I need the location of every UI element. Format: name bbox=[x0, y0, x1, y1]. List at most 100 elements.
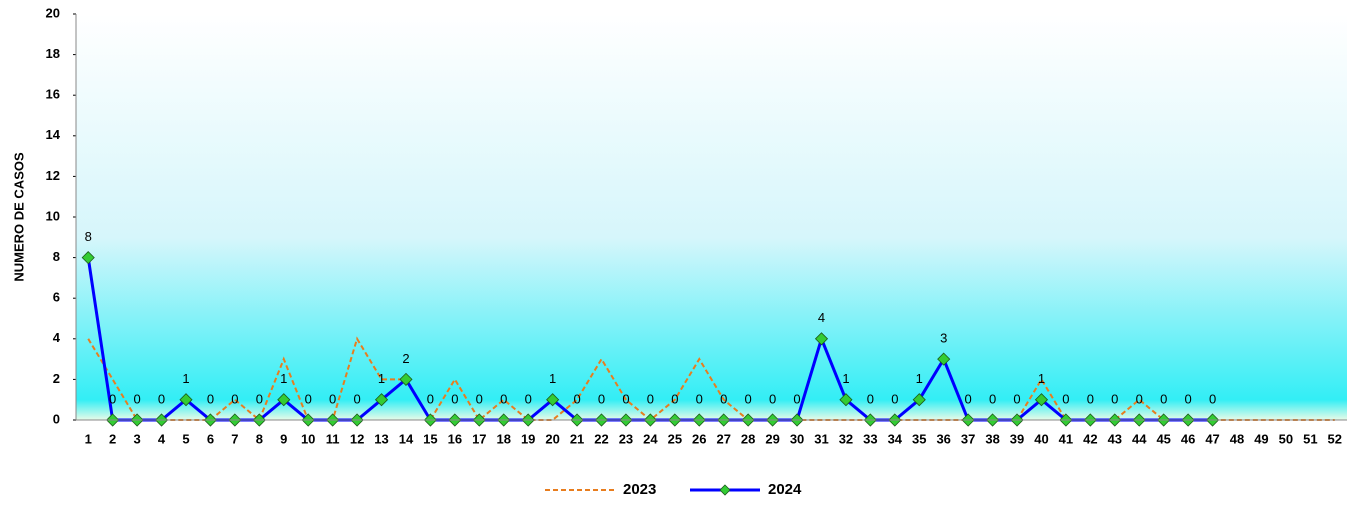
x-tick-label: 35 bbox=[912, 431, 926, 446]
data-label: 0 bbox=[109, 391, 116, 406]
data-label: 0 bbox=[133, 391, 140, 406]
marker bbox=[277, 393, 291, 407]
data-label: 0 bbox=[1013, 391, 1020, 406]
data-label: 0 bbox=[427, 391, 434, 406]
x-tick-label: 12 bbox=[350, 431, 364, 446]
data-label: 0 bbox=[1160, 391, 1167, 406]
x-tick-label: 8 bbox=[256, 431, 263, 446]
data-label: 0 bbox=[745, 391, 752, 406]
marker bbox=[912, 393, 926, 407]
marker bbox=[546, 393, 560, 407]
x-tick-label: 50 bbox=[1279, 431, 1293, 446]
x-tick-label: 5 bbox=[182, 431, 189, 446]
marker bbox=[937, 352, 951, 366]
x-tick-label: 39 bbox=[1010, 431, 1024, 446]
x-tick-label: 51 bbox=[1303, 431, 1317, 446]
data-label: 0 bbox=[891, 391, 898, 406]
y-tick-label: 20 bbox=[46, 5, 60, 20]
data-label: 1 bbox=[842, 371, 849, 386]
data-label: 0 bbox=[720, 391, 727, 406]
marker bbox=[374, 393, 389, 407]
x-tick-label: 34 bbox=[888, 431, 903, 446]
x-tick-label: 13 bbox=[374, 431, 388, 446]
x-tick-label: 4 bbox=[158, 431, 166, 446]
x-tick-label: 42 bbox=[1083, 431, 1097, 446]
x-tick-label: 18 bbox=[497, 431, 511, 446]
data-label: 0 bbox=[329, 391, 336, 406]
x-tick-label: 24 bbox=[643, 431, 658, 446]
x-tick-label: 3 bbox=[133, 431, 140, 446]
x-tick-label: 6 bbox=[207, 431, 214, 446]
marker bbox=[1034, 393, 1049, 407]
data-label: 1 bbox=[549, 371, 556, 386]
data-label: 0 bbox=[1087, 391, 1094, 406]
x-tick-label: 25 bbox=[668, 431, 682, 446]
data-label: 0 bbox=[1185, 391, 1192, 406]
x-tick-label: 21 bbox=[570, 431, 584, 446]
x-tick-label: 44 bbox=[1132, 431, 1147, 446]
x-tick-label: 37 bbox=[961, 431, 975, 446]
legend-label: 2024 bbox=[768, 481, 802, 498]
x-tick-label: 22 bbox=[594, 431, 608, 446]
x-tick-label: 52 bbox=[1328, 431, 1342, 446]
data-label: 0 bbox=[671, 391, 678, 406]
x-tick-label: 32 bbox=[839, 431, 853, 446]
x-tick-label: 9 bbox=[280, 431, 287, 446]
legend-label: 2023 bbox=[623, 481, 656, 498]
x-tick-label: 15 bbox=[423, 431, 437, 446]
data-label: 0 bbox=[525, 391, 532, 406]
x-tick-label: 43 bbox=[1108, 431, 1122, 446]
data-label: 0 bbox=[207, 391, 214, 406]
data-label: 0 bbox=[451, 391, 458, 406]
data-label: 0 bbox=[158, 391, 165, 406]
x-tick-label: 19 bbox=[521, 431, 535, 446]
x-tick-label: 20 bbox=[545, 431, 559, 446]
data-label: 0 bbox=[256, 391, 263, 406]
plot-area bbox=[76, 14, 1347, 420]
marker bbox=[179, 393, 193, 407]
data-label: 2 bbox=[402, 351, 409, 366]
x-tick-label: 29 bbox=[765, 431, 779, 446]
x-tick-label: 7 bbox=[231, 431, 238, 446]
x-tick-label: 36 bbox=[936, 431, 950, 446]
data-label: 0 bbox=[647, 391, 654, 406]
y-tick-label: 0 bbox=[53, 411, 60, 426]
marker bbox=[399, 372, 413, 386]
data-label: 8 bbox=[85, 229, 92, 244]
legend-marker bbox=[719, 484, 731, 496]
y-tick-label: 4 bbox=[53, 330, 61, 345]
x-tick-label: 41 bbox=[1059, 431, 1073, 446]
data-label: 3 bbox=[940, 331, 947, 346]
x-tick-label: 47 bbox=[1205, 431, 1219, 446]
y-tick-label: 8 bbox=[53, 249, 60, 264]
data-label: 1 bbox=[378, 371, 385, 386]
data-label: 0 bbox=[769, 391, 776, 406]
x-tick-label: 45 bbox=[1156, 431, 1170, 446]
data-label: 0 bbox=[231, 391, 238, 406]
x-tick-label: 2 bbox=[109, 431, 116, 446]
marker bbox=[81, 251, 95, 265]
x-tick-label: 30 bbox=[790, 431, 804, 446]
data-label: 0 bbox=[1136, 391, 1143, 406]
x-tick-label: 31 bbox=[814, 431, 828, 446]
y-tick-label: 6 bbox=[53, 290, 60, 305]
data-label: 0 bbox=[305, 391, 312, 406]
x-tick-label: 14 bbox=[399, 431, 414, 446]
data-label: 1 bbox=[1038, 371, 1045, 386]
x-tick-label: 27 bbox=[716, 431, 730, 446]
y-tick-label: 14 bbox=[46, 127, 61, 142]
y-tick-label: 16 bbox=[46, 87, 60, 102]
x-tick-label: 33 bbox=[863, 431, 877, 446]
data-label: 4 bbox=[818, 310, 825, 325]
x-tick-label: 28 bbox=[741, 431, 755, 446]
data-label: 0 bbox=[573, 391, 580, 406]
data-label: 0 bbox=[793, 391, 800, 406]
x-tick-label: 1 bbox=[85, 431, 92, 446]
data-label: 1 bbox=[182, 371, 189, 386]
marker bbox=[814, 332, 829, 346]
x-tick-label: 23 bbox=[619, 431, 633, 446]
y-tick-label: 2 bbox=[53, 371, 60, 386]
x-tick-label: 16 bbox=[448, 431, 462, 446]
x-tick-label: 11 bbox=[326, 431, 340, 446]
